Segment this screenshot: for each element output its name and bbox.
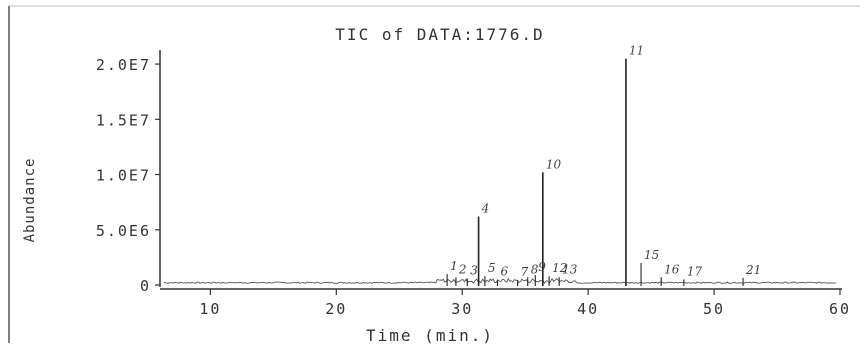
peak-label: 13 [562, 262, 578, 276]
peak-label: 8 [531, 262, 539, 276]
y-tick-label: 0 [140, 277, 151, 295]
y-tick-label: 5.0E6 [96, 222, 151, 240]
peak-label: 4 [481, 202, 490, 216]
peak-label: 9 [538, 260, 546, 274]
x-tick-label: 10 [199, 300, 221, 318]
peak-label: 12 [552, 261, 567, 275]
x-tick-label: 50 [703, 300, 725, 318]
ticks: 0 5.0E6 1.0E7 1.5E7 2.0E7 10 20 30 40 50 60 [96, 56, 851, 318]
peak-label: 10 [546, 157, 562, 171]
tic-trace [163, 58, 837, 286]
peak-label: 15 [644, 248, 659, 262]
peak-label: 5 [488, 261, 496, 275]
y-tick-label: 2.0E7 [96, 56, 151, 74]
y-tick-label: 1.5E7 [96, 111, 151, 129]
peak-label: 3 [470, 263, 478, 277]
y-axis-label: Abundance [22, 158, 38, 243]
peak-label: 16 [664, 262, 680, 276]
peak-label: 2 [458, 262, 467, 276]
chart-title: TIC of DATA:1776.D [335, 25, 544, 44]
peak-label: 1 [450, 259, 458, 273]
peak-label: 6 [500, 264, 508, 278]
axes [159, 50, 842, 290]
tic-baseline [163, 277, 837, 285]
peak-label: 21 [745, 263, 761, 277]
x-tick-label: 20 [325, 300, 347, 318]
y-tick-label: 1.0E7 [96, 167, 151, 185]
peak-label: 11 [629, 44, 644, 58]
x-tick-label: 60 [829, 300, 851, 318]
peak-label: 7 [521, 265, 529, 279]
x-tick-label: 30 [451, 300, 473, 318]
x-axis-label: Time (min.) [366, 326, 494, 345]
x-tick-label: 40 [577, 300, 599, 318]
peak-label: 17 [687, 264, 703, 278]
